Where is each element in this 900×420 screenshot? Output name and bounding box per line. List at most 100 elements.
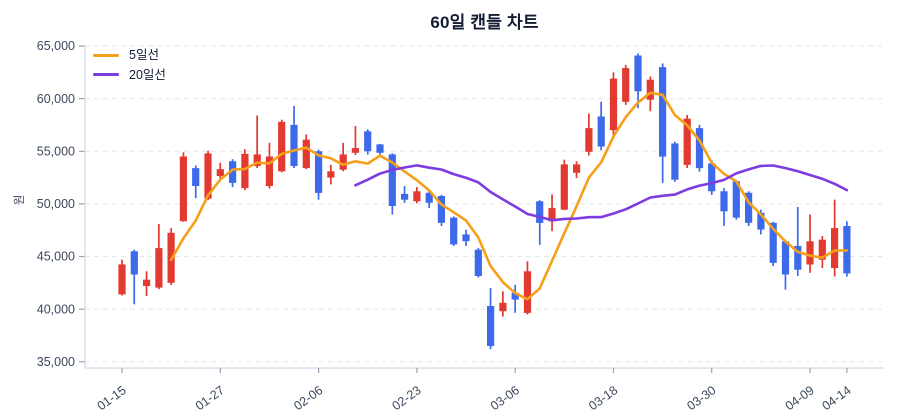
candle	[351, 126, 359, 155]
candle	[732, 180, 740, 220]
candle	[118, 259, 126, 296]
candle	[278, 119, 286, 173]
candle-body	[143, 279, 151, 286]
candle-body	[695, 128, 704, 169]
x-tick-label: 02-23	[390, 383, 424, 413]
candle	[401, 186, 409, 203]
candle	[229, 159, 237, 188]
candle	[192, 165, 200, 199]
candle-body	[253, 154, 261, 166]
candle	[794, 207, 802, 276]
candle	[671, 141, 679, 182]
candle-body	[720, 191, 728, 212]
y-tick-label: 50,000	[37, 197, 75, 211]
candle-body	[204, 153, 212, 199]
candle	[806, 214, 814, 273]
candle	[450, 216, 458, 246]
candle-body	[351, 148, 359, 153]
candle-wick	[796, 207, 799, 276]
candle-body	[155, 248, 163, 288]
candle-body	[425, 192, 433, 203]
candle-body	[401, 193, 409, 200]
candle-body	[450, 217, 458, 245]
candle	[523, 261, 532, 315]
y-tick-label: 35,000	[37, 355, 75, 369]
x-tick-label: 01-15	[95, 383, 129, 413]
ma20-line	[354, 164, 849, 222]
candle-body	[265, 156, 273, 186]
candle-wick	[256, 115, 258, 169]
candle	[155, 223, 163, 290]
candle-body	[388, 154, 396, 206]
candle	[364, 129, 372, 155]
candle	[216, 162, 224, 182]
candle	[425, 190, 433, 209]
candle	[413, 187, 421, 204]
candle-body	[609, 78, 618, 131]
candle	[339, 142, 347, 172]
candle-body	[302, 139, 310, 169]
candle-body	[560, 164, 568, 210]
legend-label: 5일선	[129, 48, 159, 62]
candle	[609, 72, 618, 139]
candle-body	[794, 246, 802, 270]
candle	[585, 113, 593, 156]
candle	[695, 124, 704, 172]
candle	[560, 159, 568, 211]
candle-body	[536, 201, 544, 223]
candle	[634, 53, 642, 109]
y-tick-label: 65,000	[37, 39, 75, 53]
y-tick-label: 45,000	[37, 250, 75, 264]
candle	[474, 248, 482, 278]
candle	[536, 200, 544, 245]
candle-body	[708, 163, 716, 192]
candle	[437, 194, 445, 226]
candle	[659, 63, 667, 183]
candle	[499, 291, 507, 317]
candle-body	[339, 154, 347, 170]
ma5-line	[169, 91, 849, 301]
candle-body	[290, 124, 298, 166]
candle-body	[364, 131, 372, 152]
y-axis-unit-label: 원	[14, 194, 26, 206]
candle	[130, 249, 138, 305]
candle	[179, 152, 187, 222]
candle-body	[216, 169, 224, 176]
candle-body	[376, 144, 384, 153]
candle-body	[511, 292, 519, 300]
candle-body	[622, 68, 630, 102]
candle	[265, 142, 273, 189]
candle-body	[487, 306, 495, 346]
candle	[315, 149, 323, 200]
candle-body	[634, 55, 642, 92]
y-tick-label: 40,000	[37, 302, 75, 316]
candle	[376, 143, 384, 157]
candle-wick	[354, 126, 357, 155]
legend: 5일선 20일선	[93, 49, 166, 81]
candle-body	[745, 192, 753, 223]
candle-body	[769, 222, 777, 263]
legend-item: 5일선	[93, 49, 166, 62]
candle	[327, 164, 335, 185]
candle-body	[757, 212, 765, 230]
candle	[511, 284, 519, 313]
candle	[745, 191, 753, 226]
candle-body	[585, 128, 593, 152]
x-tick-label: 03-30	[684, 383, 718, 413]
candle	[548, 194, 556, 232]
legend-item: 20일선	[93, 68, 166, 82]
candle-body	[130, 251, 138, 275]
candle-body	[118, 264, 126, 295]
candle	[388, 153, 396, 215]
candle-body	[499, 302, 507, 312]
candle	[781, 239, 790, 290]
candle	[290, 106, 298, 169]
candle	[818, 236, 826, 269]
y-tick-label: 60,000	[37, 92, 75, 106]
x-tick-label: 04-09	[783, 383, 817, 413]
candle	[573, 161, 581, 179]
x-tick-label: 03-06	[488, 383, 522, 413]
ma5-line-swatch	[93, 53, 119, 57]
